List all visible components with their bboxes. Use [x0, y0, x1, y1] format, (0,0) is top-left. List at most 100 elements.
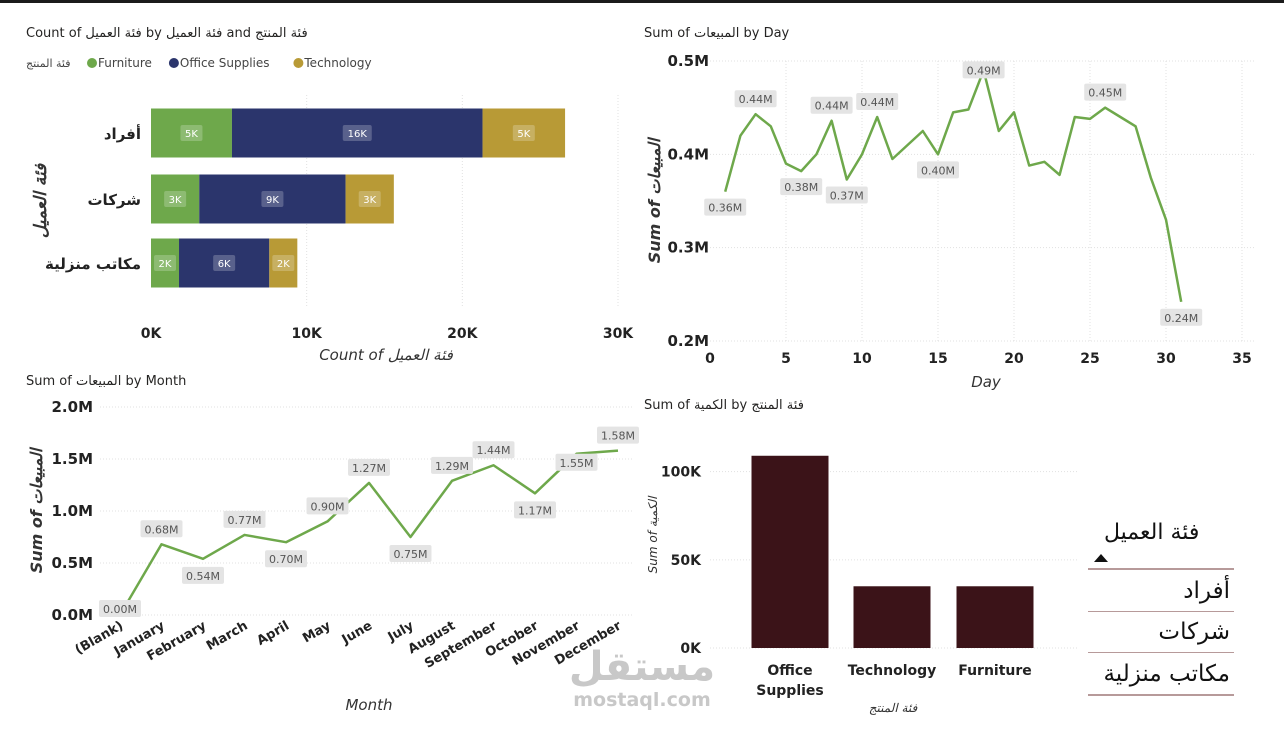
slicer-item-companies[interactable]: شركات: [1158, 619, 1230, 645]
x-tick-label: April: [254, 618, 292, 648]
data-label-bg: [1160, 308, 1203, 326]
legend-marker: [293, 58, 304, 68]
watermark-logo-text: مستقل: [568, 644, 716, 690]
x-tick-label: June: [339, 618, 375, 648]
sales-by-day-chart: 0.36M 0.44M 0.38M 0.44M 0.37M 0.44M 0.40M 0.49M…: [645, 52, 1254, 391]
x-tick-label: 20K: [447, 326, 478, 342]
legend-marker: [168, 58, 179, 68]
data-label-bg: [472, 441, 515, 459]
series-line[interactable]: [118, 449, 619, 616]
legend-item[interactable]: Furniture: [98, 56, 152, 70]
data-label-bg: [154, 255, 177, 271]
slicer-title: فئة العميل: [1104, 520, 1200, 545]
slicer-divider: [1088, 694, 1234, 696]
sort-caret-icon[interactable]: [1094, 554, 1108, 562]
data-label-bg: [99, 600, 141, 617]
legend-item[interactable]: Technology: [303, 56, 371, 70]
data-label-bg: [431, 456, 473, 474]
x-tick-label: 30: [1156, 351, 1176, 367]
data-label: 0.40M: [921, 164, 955, 177]
sales-by-day-visual[interactable]: Sum of المبيعات by Day 0.36M 0.44M 0.38M 0.…: [640, 20, 1260, 395]
data-label-bg: [810, 96, 853, 114]
data-label-bg: [140, 520, 183, 538]
data-label: 0.68M: [145, 523, 179, 536]
data-label: 0.44M: [739, 93, 773, 106]
quantity-by-product-visual[interactable]: Sum of الكمية by فئة المنتج 0K 50K 100K Off…: [640, 392, 1085, 727]
data-label: 0.70M: [269, 553, 303, 566]
data-label-bg: [180, 125, 203, 141]
bar-segment[interactable]: [231, 108, 483, 158]
x-tick-label: 20: [1004, 351, 1024, 367]
legend-marker: [87, 58, 97, 68]
data-label-bg: [261, 191, 284, 207]
data-label-bg: [962, 61, 1005, 79]
y-tick-label: مكاتب منزلية: [45, 255, 141, 273]
data-label-bg: [358, 191, 381, 207]
data-label: 1.29M: [435, 460, 469, 473]
column-bar[interactable]: [751, 455, 829, 648]
data-label: 3K: [363, 195, 376, 206]
y-tick-label: 0.3M: [668, 239, 710, 257]
x-axis-title: Month: [345, 696, 392, 714]
x-tick-label: 10K: [291, 326, 322, 342]
data-label-bg: [306, 497, 349, 515]
data-label: 2K: [159, 259, 172, 270]
data-label: 0.54M: [186, 570, 220, 583]
data-label: 0.00M: [103, 603, 137, 616]
data-label-bg: [223, 510, 266, 528]
data-label-bg: [164, 191, 187, 207]
bar-segment[interactable]: [482, 108, 566, 158]
data-label-bg: [597, 426, 639, 444]
sales-by-month-visual[interactable]: Sum of المبيعات by Month 0.00M 0.68M 0.54M…: [20, 366, 640, 724]
data-label-bg: [825, 186, 868, 204]
bar-segment[interactable]: [151, 108, 232, 158]
x-tick-label: Supplies: [756, 683, 824, 699]
data-label: 3K: [169, 195, 182, 206]
y-tick-label: شركات: [87, 191, 141, 209]
legend-item[interactable]: Office Supplies: [180, 56, 270, 70]
data-label: 6K: [218, 259, 231, 270]
y-tick-label: 2.0M: [52, 398, 94, 416]
y-axis-title: Sum of الكمية: [646, 495, 660, 573]
bar-segment[interactable]: [151, 238, 180, 288]
x-axis-title: فئة المنتج: [869, 701, 918, 715]
data-label-bg: [704, 198, 747, 216]
data-label: 1.58M: [601, 430, 635, 443]
data-label-bg: [856, 93, 899, 110]
data-label: 5K: [185, 129, 198, 140]
y-tick-label: 100K: [661, 465, 702, 481]
chart-title: Sum of المبيعات by Day: [644, 26, 790, 41]
bar-segment[interactable]: [199, 174, 346, 224]
data-label-bg: [555, 453, 598, 471]
data-label-bg: [348, 458, 390, 476]
bar-segment[interactable]: [179, 238, 270, 288]
customer-category-chart: فئة المنتج Furniture Office Supplies Techno…: [26, 56, 634, 364]
x-tick-label: 0: [705, 351, 715, 367]
x-tick-label: Office: [767, 663, 812, 679]
x-tick-label: March: [204, 618, 251, 654]
y-tick-label: 1.0M: [52, 502, 94, 520]
data-label-bg: [734, 90, 777, 108]
column-bar[interactable]: [956, 586, 1034, 648]
slicer-item-home-offices[interactable]: مكاتب منزلية: [1103, 661, 1230, 687]
y-axis-title: فئة العميل: [31, 163, 51, 238]
data-label: 5K: [517, 129, 530, 140]
legend-title: فئة المنتج: [26, 57, 70, 70]
customer-category-visual[interactable]: Count of فئة العميل by فئة العميل and فئ…: [20, 20, 640, 375]
data-label: 0.77M: [228, 514, 262, 527]
x-tick-label: May: [300, 618, 334, 646]
customer-category-slicer[interactable]: فئة العميل أفراد شركات مكاتب منزلية: [1086, 516, 1236, 701]
bar-segment[interactable]: [151, 174, 200, 224]
data-label: 1.27M: [352, 462, 386, 475]
series-line[interactable]: [723, 69, 1183, 303]
column-bar[interactable]: [853, 586, 931, 648]
x-axis-title: Day: [971, 373, 1002, 391]
x-tick-label: 25: [1080, 351, 1099, 367]
y-tick-label: 0.5M: [668, 52, 710, 70]
data-label-bg: [265, 550, 307, 568]
bar-segment[interactable]: [269, 238, 298, 288]
bar-segment[interactable]: [345, 174, 394, 224]
data-label: 0.37M: [830, 190, 864, 203]
data-label: 0.24M: [1164, 312, 1198, 325]
slicer-item-individuals[interactable]: أفراد: [1183, 578, 1230, 604]
